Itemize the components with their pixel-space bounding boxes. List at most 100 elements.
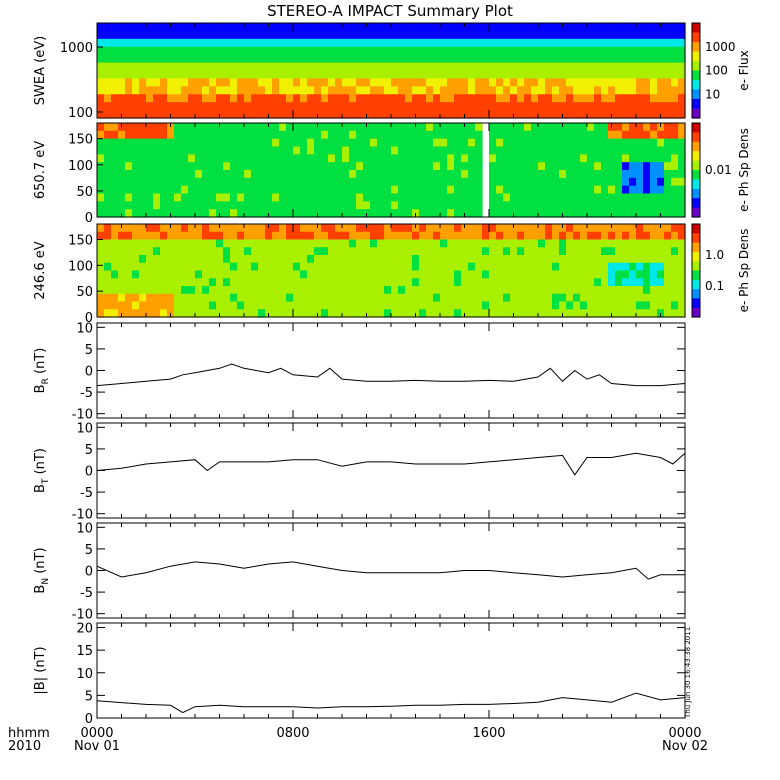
heatmap-cell — [447, 301, 455, 310]
heatmap-cell — [251, 170, 259, 179]
heatmap-cell — [153, 70, 161, 80]
heatmap-cell — [223, 301, 231, 310]
heatmap-cell — [538, 162, 546, 171]
heatmap-cell — [181, 278, 189, 287]
heatmap-cell — [503, 123, 511, 132]
colorbar-swatch — [692, 51, 700, 57]
heatmap-cell — [251, 286, 259, 295]
heatmap-cell — [139, 62, 147, 72]
heatmap-cell — [328, 309, 336, 318]
heatmap-cell — [629, 162, 637, 171]
heatmap-cell — [265, 38, 273, 48]
heatmap-cell — [503, 38, 511, 48]
heatmap-cell — [643, 46, 651, 56]
heatmap-cell — [370, 209, 378, 218]
heatmap-cell — [622, 30, 630, 40]
heatmap-cell — [622, 94, 630, 103]
heatmap-cell — [419, 255, 427, 264]
heatmap-cell — [580, 247, 588, 256]
heatmap-cell — [503, 46, 511, 56]
heatmap-cell — [230, 239, 238, 248]
heatmap-cell — [475, 23, 483, 32]
y-tick-label: 20 — [76, 622, 93, 637]
heatmap-cell — [510, 231, 518, 241]
heatmap-cell — [454, 270, 462, 279]
heatmap-cell — [223, 231, 231, 241]
heatmap-cell — [475, 154, 483, 163]
heatmap-cell — [482, 231, 490, 241]
heatmap-cell — [391, 193, 399, 202]
heatmap-cell — [132, 177, 140, 187]
heatmap-cell — [314, 301, 322, 310]
heatmap-cell — [314, 23, 322, 32]
heatmap-cell — [398, 262, 406, 272]
heatmap-cell — [398, 123, 406, 132]
colorbar: 1.00.1 — [691, 223, 724, 318]
heatmap-cell — [475, 146, 483, 155]
heatmap-cell — [545, 86, 553, 95]
heatmap-cell — [321, 201, 329, 210]
heatmap-cell — [566, 224, 574, 233]
heatmap-cell — [209, 94, 217, 103]
heatmap-cell — [314, 286, 322, 295]
heatmap-cell — [482, 23, 490, 32]
heatmap-cell — [384, 185, 392, 195]
heatmap-cell — [587, 224, 595, 233]
heatmap-cell — [286, 270, 294, 279]
heatmap-cell — [349, 138, 357, 148]
heatmap-cell — [496, 255, 504, 264]
heatmap-cell — [398, 138, 406, 148]
heatmap-cell — [370, 247, 378, 256]
heatmap-cell — [356, 86, 364, 95]
heatmap-cell — [671, 239, 679, 248]
heatmap-cell — [524, 86, 532, 95]
heatmap-cell — [615, 38, 623, 48]
heatmap-cell — [188, 309, 196, 318]
heatmap-cell — [391, 123, 399, 132]
heatmap-cell — [279, 247, 287, 256]
heatmap-cell — [538, 247, 546, 256]
heatmap-cell — [321, 247, 329, 256]
heatmap-cell — [153, 62, 161, 72]
heatmap-cell — [216, 70, 224, 80]
y-tick-label: 5 — [85, 443, 93, 458]
heatmap-cell — [538, 286, 546, 295]
heatmap-cell — [335, 86, 343, 95]
heatmap-cell — [118, 46, 126, 56]
heatmap-cell — [195, 86, 203, 95]
heatmap-cell — [258, 239, 266, 248]
heatmap-cell — [118, 94, 126, 103]
heatmap-cell — [601, 138, 609, 148]
heatmap-cell — [559, 102, 567, 111]
heatmap-cell — [335, 293, 343, 303]
heatmap-cell — [671, 86, 679, 95]
heatmap-cell — [251, 94, 259, 103]
heatmap-cell — [300, 270, 308, 279]
heatmap-cell — [328, 146, 336, 155]
heatmap-cell — [202, 102, 210, 111]
heatmap-cell — [412, 185, 420, 195]
heatmap-cell — [608, 78, 616, 87]
heatmap-cell — [237, 162, 245, 171]
colorbar-swatch — [692, 75, 700, 81]
heatmap-cell — [468, 286, 476, 295]
heatmap-cell — [482, 262, 490, 272]
heatmap-cell — [216, 201, 224, 210]
heatmap-cell — [678, 185, 686, 195]
heatmap-cell — [440, 262, 448, 272]
heatmap-cell — [440, 54, 448, 64]
heatmap-cell — [601, 247, 609, 256]
heatmap-cell — [496, 247, 504, 256]
heatmap-cell — [132, 130, 140, 140]
heatmap-cell — [195, 262, 203, 272]
heatmap-cell — [496, 110, 504, 119]
heatmap-cell — [384, 224, 392, 233]
heatmap-cell — [377, 146, 385, 155]
heatmap-cell — [664, 110, 672, 119]
heatmap-cell — [615, 201, 623, 210]
heatmap-cell — [559, 293, 567, 303]
heatmap-cell — [496, 154, 504, 163]
heatmap-cell — [650, 201, 658, 210]
heatmap-cell — [356, 224, 364, 233]
heatmap-cell — [370, 309, 378, 318]
